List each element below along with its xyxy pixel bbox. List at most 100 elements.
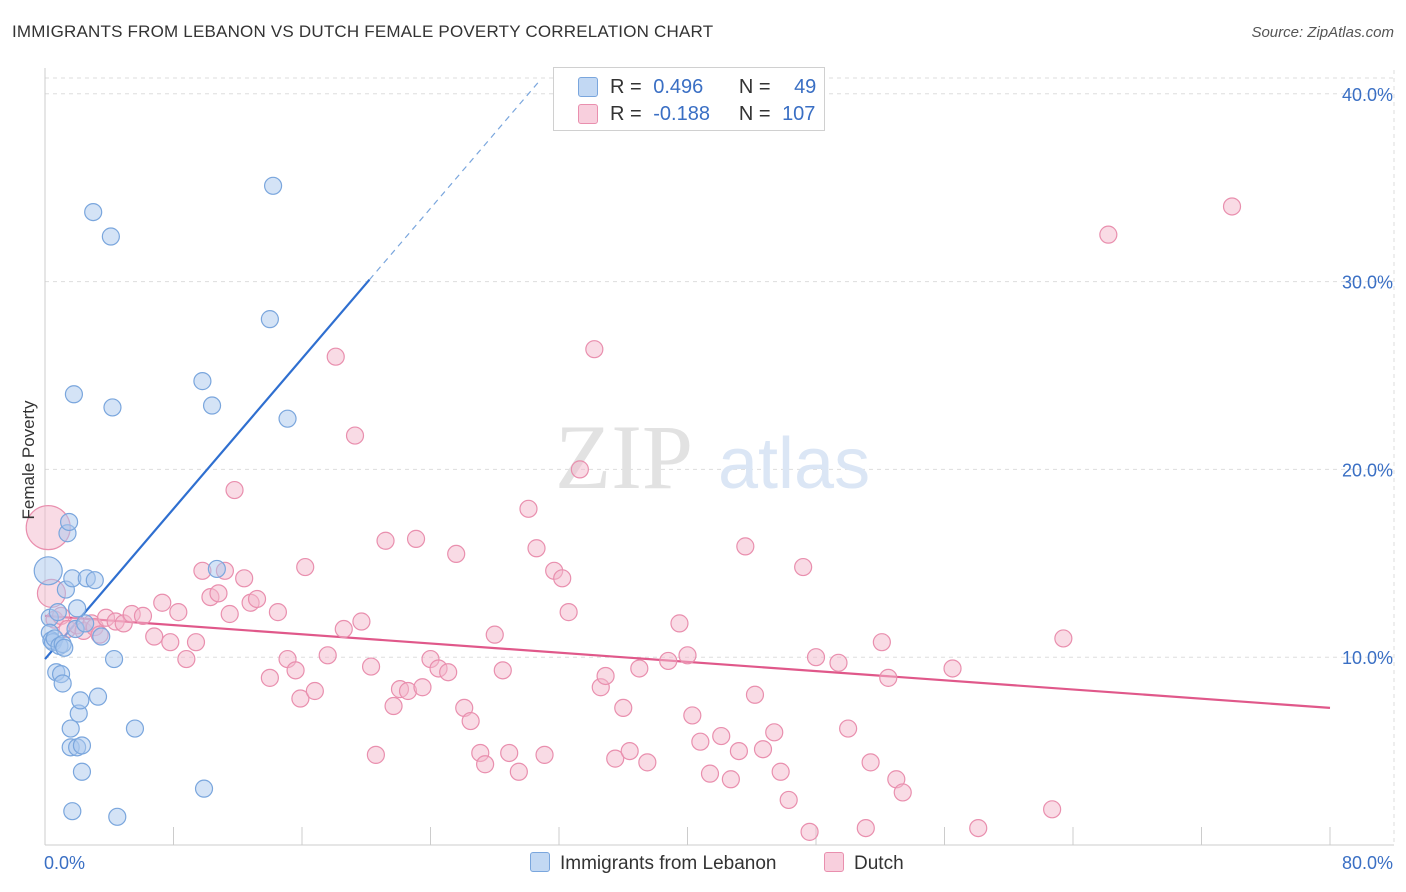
lebanon-point bbox=[61, 719, 80, 738]
axes bbox=[44, 68, 1394, 846]
dutch-point bbox=[606, 749, 625, 768]
dutch-point bbox=[291, 689, 310, 708]
dutch-point bbox=[225, 480, 244, 500]
lebanon-point bbox=[125, 719, 145, 738]
lebanon-swatch bbox=[530, 852, 550, 872]
dutch-point bbox=[296, 557, 315, 577]
dutch-point bbox=[736, 537, 755, 556]
r-value: -0.188 bbox=[653, 103, 710, 125]
legend-label-lebanon: Immigrants from Lebanon bbox=[560, 853, 777, 874]
x-tick-label: 80.0% bbox=[1342, 853, 1393, 873]
dutch-point bbox=[570, 460, 589, 479]
dutch-point bbox=[439, 663, 458, 682]
dutch-point bbox=[153, 593, 172, 612]
legend-item-dutch[interactable]: Dutch bbox=[824, 852, 904, 875]
dutch-point bbox=[305, 681, 324, 701]
dutch-point bbox=[447, 544, 466, 564]
dutch-point bbox=[268, 603, 288, 622]
n-value: 107 bbox=[782, 103, 816, 125]
dutch-point bbox=[406, 529, 426, 548]
dutch-point bbox=[765, 723, 784, 742]
x-tick-label: 0.0% bbox=[44, 853, 85, 873]
dutch-point bbox=[500, 743, 519, 763]
lebanon-point bbox=[55, 638, 74, 657]
lebanon-point bbox=[108, 807, 127, 826]
lebanon-point bbox=[71, 691, 90, 710]
lebanon-point bbox=[103, 398, 122, 417]
dutch-point bbox=[630, 659, 649, 678]
lebanon-point bbox=[64, 385, 84, 404]
dutch-swatch bbox=[578, 104, 598, 124]
chart-source: Source: ZipAtlas.com bbox=[1251, 24, 1394, 41]
lebanon-trend-line bbox=[44, 278, 371, 660]
dutch-point bbox=[585, 340, 604, 359]
watermark: ZIP atlas bbox=[555, 406, 870, 508]
dutch-point bbox=[509, 762, 528, 781]
dutch-point bbox=[829, 653, 848, 672]
dutch-point bbox=[839, 719, 858, 738]
r-label: R = bbox=[610, 103, 642, 125]
dutch-point bbox=[659, 651, 678, 671]
lebanon-point bbox=[53, 674, 72, 693]
watermark-zip: ZIP bbox=[555, 406, 693, 508]
legend-item-lebanon[interactable]: Immigrants from Lebanon bbox=[530, 852, 777, 875]
lebanon-point bbox=[278, 409, 297, 428]
dutch-point bbox=[806, 648, 826, 667]
dutch-points bbox=[25, 197, 1242, 841]
lebanon-point bbox=[104, 649, 124, 669]
dutch-point bbox=[559, 603, 578, 622]
dutch-point bbox=[519, 499, 538, 518]
y-tick-label: 20.0% bbox=[1342, 460, 1393, 480]
dutch-point bbox=[800, 822, 819, 841]
dutch-point bbox=[235, 569, 254, 588]
dutch-point bbox=[345, 426, 365, 445]
dutch-point bbox=[771, 762, 790, 781]
dutch-point bbox=[943, 659, 962, 678]
dutch-point bbox=[1222, 197, 1242, 216]
lebanon-point bbox=[194, 779, 214, 798]
dutch-point bbox=[779, 790, 798, 810]
dutch-point bbox=[376, 531, 395, 550]
lebanon-point bbox=[33, 556, 63, 586]
r-label: R = bbox=[610, 76, 642, 98]
dutch-point bbox=[326, 347, 345, 366]
dutch-point bbox=[861, 753, 880, 772]
y-tick-label: 10.0% bbox=[1342, 648, 1393, 668]
dutch-point bbox=[476, 755, 495, 774]
dutch-point bbox=[893, 783, 912, 802]
dutch-point bbox=[1099, 225, 1118, 244]
dutch-point bbox=[485, 625, 504, 644]
dutch-point bbox=[753, 740, 773, 759]
lebanon-points bbox=[33, 176, 297, 826]
dutch-point bbox=[670, 614, 689, 633]
dutch-point bbox=[186, 633, 206, 652]
lebanon-point bbox=[59, 512, 79, 532]
n-value: 49 bbox=[794, 76, 817, 98]
lebanon-point bbox=[68, 599, 87, 618]
n-label: N = bbox=[738, 103, 771, 125]
dutch-point bbox=[384, 696, 403, 716]
dutch-point bbox=[209, 584, 228, 603]
axis-labels: 10.0% 20.0% 30.0% 40.0% 0.0% 80.0% Female Pove… bbox=[19, 85, 1393, 873]
dutch-point bbox=[969, 818, 988, 838]
dutch-point bbox=[535, 745, 554, 764]
lebanon-point bbox=[260, 310, 279, 329]
legend-label-dutch: Dutch bbox=[854, 853, 904, 874]
lebanon-point bbox=[48, 603, 67, 622]
dutch-point bbox=[614, 698, 633, 718]
dutch-point bbox=[318, 646, 337, 665]
lebanon-point bbox=[207, 559, 226, 579]
dutch-point bbox=[553, 569, 572, 588]
dutch-point bbox=[856, 818, 875, 838]
dutch-point bbox=[678, 646, 697, 665]
lebanon-point bbox=[193, 372, 212, 391]
dutch-point bbox=[169, 603, 188, 622]
dutch-point bbox=[247, 589, 267, 609]
dutch-point bbox=[1043, 800, 1062, 819]
dutch-point bbox=[721, 770, 740, 789]
lebanon-swatch bbox=[578, 77, 598, 97]
dutch-point bbox=[1054, 629, 1073, 648]
dutch-point bbox=[745, 685, 765, 704]
dutch-point bbox=[700, 764, 720, 783]
